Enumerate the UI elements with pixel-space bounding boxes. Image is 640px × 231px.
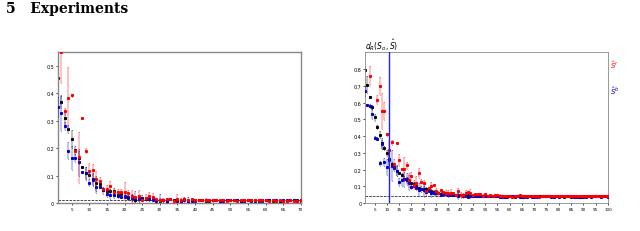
Text: $\hat{S}^b$: $\hat{S}^b$ — [611, 85, 620, 96]
Text: $k^*$: $k^*$ — [383, 230, 396, 231]
Text: $k_n$: $k_n$ — [595, 230, 606, 231]
Text: $\hat{S}^r$: $\hat{S}^r$ — [611, 59, 619, 71]
Text: 5   Experiments: 5 Experiments — [6, 2, 129, 16]
Text: $d_R(S_o, \hat{S})$: $d_R(S_o, \hat{S})$ — [365, 37, 398, 53]
